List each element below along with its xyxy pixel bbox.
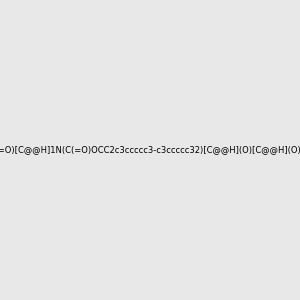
Text: OC(=O)[C@@H]1N(C(=O)OCC2c3ccccc3-c3ccccc32)[C@@H](O)[C@@H](O)CC1: OC(=O)[C@@H]1N(C(=O)OCC2c3ccccc3-c3ccccc… [0,146,300,154]
